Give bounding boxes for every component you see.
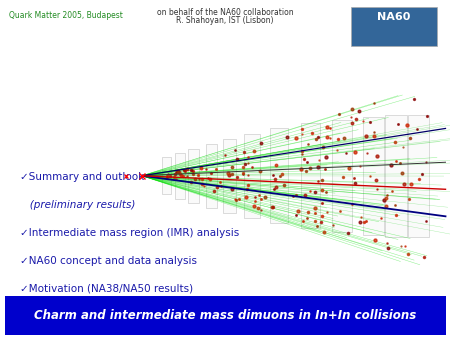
Bar <box>351 7 436 46</box>
Bar <box>4 296 446 335</box>
Bar <box>332 120 352 232</box>
Bar <box>223 139 236 213</box>
Text: Charm and intermediate mass dimuons in In+In collisions: Charm and intermediate mass dimuons in I… <box>34 309 416 322</box>
Text: ✓Motivation (NA38/NA50 results): ✓Motivation (NA38/NA50 results) <box>20 284 194 294</box>
Text: ✓Summary and outlook: ✓Summary and outlook <box>20 172 144 182</box>
Bar <box>162 157 171 194</box>
Bar <box>408 115 429 237</box>
Bar <box>385 115 407 237</box>
Text: ✓Intermediate mass region (IMR) analysis: ✓Intermediate mass region (IMR) analysis <box>20 228 239 238</box>
Bar <box>175 153 185 199</box>
Bar <box>270 128 288 223</box>
Text: ✓NA60 concept and data analysis: ✓NA60 concept and data analysis <box>20 256 197 266</box>
Bar <box>206 144 217 208</box>
Bar <box>301 123 320 228</box>
Text: (preliminary results): (preliminary results) <box>20 200 135 210</box>
Bar <box>188 149 199 203</box>
Bar <box>363 117 384 235</box>
Text: Quark Matter 2005, Budapest: Quark Matter 2005, Budapest <box>9 11 123 20</box>
Bar <box>244 134 260 218</box>
Text: R. Shahoyan, IST (Lisbon): R. Shahoyan, IST (Lisbon) <box>176 17 274 25</box>
Text: NA60: NA60 <box>377 12 410 22</box>
Text: on behalf of the NA60 collaboration: on behalf of the NA60 collaboration <box>157 8 293 17</box>
